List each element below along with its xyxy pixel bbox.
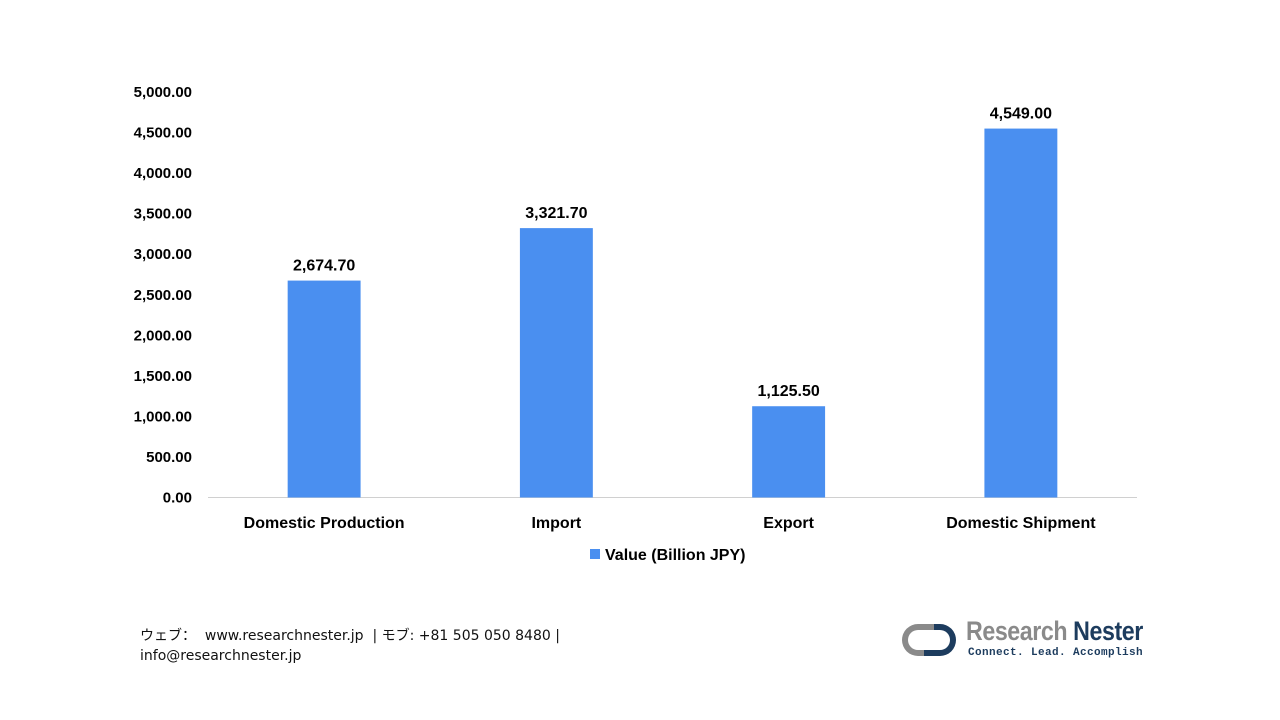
logo-wordmark: Research Nester [966,616,1143,646]
x-category-label: Domestic Shipment [946,515,1096,532]
x-category-label: Domestic Production [244,515,405,532]
contact-line: ウェブ： www.researchnester.jp | モブ: +81 505… [140,628,560,644]
x-category-label: Export [763,515,814,532]
y-tick-label: 2,000.00 [134,327,192,344]
data-label: 1,125.50 [757,383,819,400]
y-tick-label: 500.00 [146,449,192,466]
bar [984,128,1058,498]
y-tick-label: 1,000.00 [134,408,192,425]
data-label: 4,549.00 [990,106,1052,123]
x-axis-category-labels: Domestic Production Import Export Domestic … [244,515,1097,532]
y-tick-label: 3,500.00 [134,206,192,223]
logo-mark-icon [902,624,956,656]
contact-footer: ウェブ： www.researchnester.jp | モブ: +81 505… [140,626,610,666]
legend: Value (Billion JPY) [590,547,745,564]
data-labels: 2,674.70 3,321.70 1,125.50 4,549.00 [293,106,1052,401]
y-tick-label: 4,500.00 [134,125,192,142]
y-tick-label: 2,500.00 [134,287,192,304]
bar [287,280,361,498]
legend-swatch [590,549,600,559]
research-nester-logo: Research Nester Connect. Lead. Accomplis… [898,616,1148,662]
x-category-label: Import [531,515,581,532]
bar [752,406,826,498]
y-tick-label: 3,000.00 [134,246,192,263]
data-label: 2,674.70 [293,258,355,275]
bar [519,228,593,498]
email-text: info@researchnester.jp [140,648,302,664]
y-tick-label: 4,000.00 [134,165,192,182]
y-tick-label: 5,000.00 [134,84,192,101]
y-tick-label: 0.00 [163,490,192,507]
logo-tagline: Connect. Lead. Accomplish [968,647,1144,659]
y-tick-label: 1,500.00 [134,368,192,385]
bar-series [287,128,1058,498]
legend-label: Value (Billion JPY) [605,547,745,564]
y-axis-ticks: 0.00 500.00 1,000.00 1,500.00 2,000.00 2,500.… [134,84,192,507]
data-label: 3,321.70 [525,205,587,222]
